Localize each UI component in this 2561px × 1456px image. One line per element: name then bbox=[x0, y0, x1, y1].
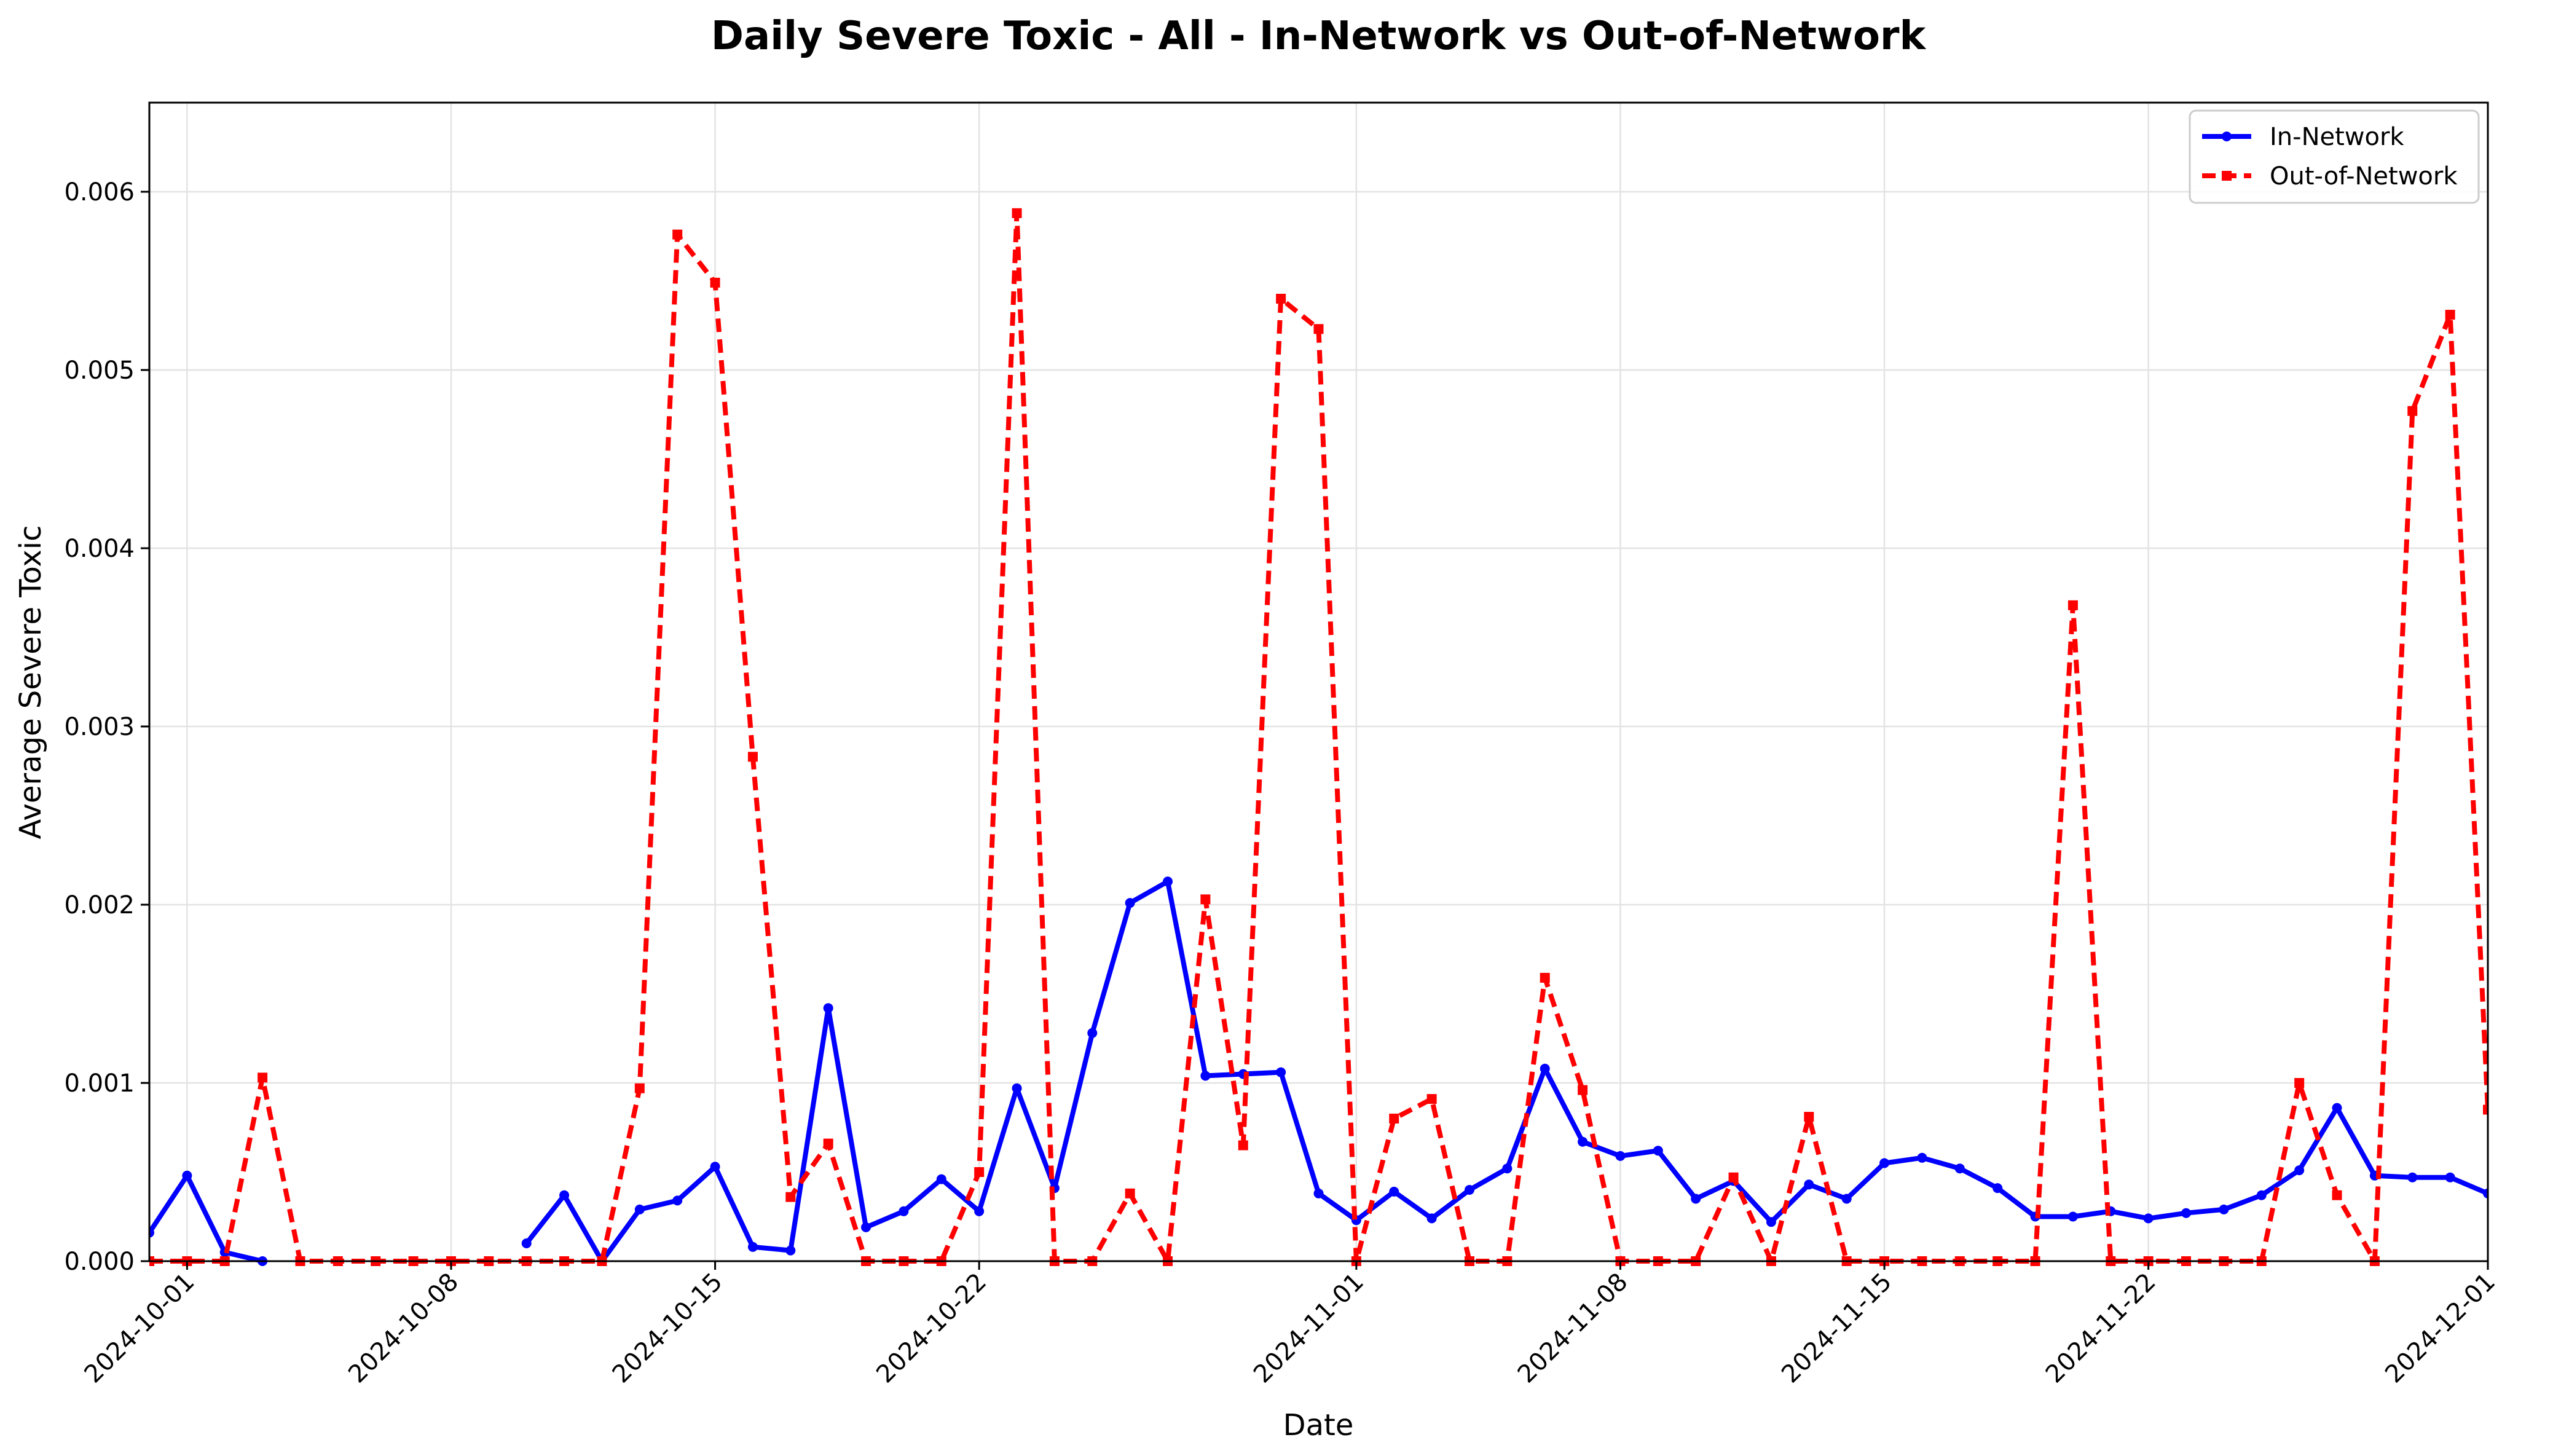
data-point bbox=[1578, 1085, 1588, 1095]
data-point bbox=[974, 1167, 985, 1177]
data-point bbox=[1578, 1136, 1588, 1147]
y-tick-label: 0.000 bbox=[64, 1248, 135, 1276]
data-point bbox=[1200, 1071, 1211, 1081]
data-point bbox=[1087, 1028, 1098, 1038]
y-tick-label: 0.005 bbox=[64, 356, 135, 385]
legend-label-out-of-network: Out-of-Network bbox=[2270, 162, 2458, 191]
data-point bbox=[1163, 876, 1173, 887]
data-point bbox=[1276, 294, 1286, 304]
data-point bbox=[1389, 1114, 1399, 1123]
data-point bbox=[1615, 1151, 1626, 1161]
y-tick-label: 0.003 bbox=[64, 713, 135, 741]
data-point bbox=[2445, 1172, 2455, 1183]
data-point bbox=[2332, 1103, 2342, 1113]
data-point bbox=[2294, 1078, 2305, 1088]
data-point bbox=[785, 1192, 796, 1202]
data-point bbox=[634, 1083, 645, 1093]
data-point bbox=[1426, 1094, 1437, 1104]
y-tick-label: 0.004 bbox=[64, 535, 135, 563]
y-tick-label: 0.001 bbox=[64, 1069, 135, 1098]
data-point bbox=[1804, 1112, 1814, 1122]
data-point bbox=[2483, 1188, 2488, 1198]
data-point bbox=[1502, 1163, 1513, 1174]
data-point bbox=[1389, 1186, 1399, 1197]
data-point bbox=[1540, 1063, 1550, 1074]
data-point bbox=[1804, 1179, 1814, 1190]
data-point bbox=[559, 1190, 570, 1200]
data-point bbox=[2483, 1104, 2488, 1115]
data-point bbox=[1426, 1213, 1437, 1224]
data-point bbox=[1841, 1194, 1852, 1204]
data-point bbox=[710, 277, 720, 288]
data-point bbox=[2067, 1211, 2078, 1222]
plot-series bbox=[149, 208, 2488, 1266]
data-point bbox=[258, 1072, 268, 1083]
legend-label-in-network: In-Network bbox=[2270, 123, 2404, 151]
data-point bbox=[1917, 1152, 1927, 1163]
data-point bbox=[1200, 894, 1211, 905]
data-point bbox=[1691, 1194, 1701, 1204]
data-point bbox=[1540, 972, 1550, 983]
data-point bbox=[672, 229, 683, 240]
data-point bbox=[1653, 1146, 1663, 1156]
data-point bbox=[823, 1138, 833, 1149]
data-point bbox=[747, 752, 758, 762]
data-point bbox=[2219, 1204, 2229, 1214]
data-point bbox=[149, 1227, 154, 1238]
data-point bbox=[1012, 1083, 1022, 1093]
series-line bbox=[149, 1173, 264, 1264]
data-point bbox=[861, 1222, 871, 1232]
data-point bbox=[1238, 1140, 1248, 1151]
plot-area-frame bbox=[148, 101, 2489, 1262]
legend-box bbox=[2189, 109, 2480, 204]
data-point bbox=[2067, 600, 2078, 610]
series-in-network bbox=[149, 876, 2488, 1266]
data-point bbox=[2256, 1190, 2267, 1200]
y-tick-label: 0.002 bbox=[64, 891, 135, 919]
data-point bbox=[1125, 898, 1135, 908]
x-axis-label: Date bbox=[1283, 1408, 1354, 1442]
data-point bbox=[1464, 1185, 1474, 1195]
legend-marker-out-of-network bbox=[2222, 171, 2232, 181]
y-tick-label: 0.006 bbox=[64, 178, 135, 207]
data-point bbox=[1276, 1067, 1286, 1077]
data-point bbox=[1125, 1188, 1135, 1198]
series-line bbox=[149, 210, 2488, 1264]
data-point bbox=[936, 1174, 946, 1184]
data-point bbox=[1313, 1188, 1324, 1198]
data-point bbox=[2143, 1213, 2154, 1224]
data-point bbox=[2407, 406, 2418, 416]
data-point bbox=[182, 1170, 192, 1181]
data-point bbox=[521, 1238, 532, 1248]
data-point bbox=[2294, 1165, 2305, 1176]
chart-title: Daily Severe Toxic - All - In-Network vs… bbox=[711, 14, 1927, 59]
data-point bbox=[2181, 1208, 2192, 1218]
data-point bbox=[2407, 1172, 2418, 1183]
data-point bbox=[710, 1162, 720, 1172]
data-point bbox=[1313, 324, 1324, 334]
data-point bbox=[1993, 1183, 2003, 1194]
data-point bbox=[974, 1206, 985, 1216]
data-point bbox=[1879, 1158, 1890, 1168]
legend-marker-in-network bbox=[2222, 132, 2232, 141]
data-point bbox=[823, 1003, 833, 1013]
data-point bbox=[634, 1204, 645, 1214]
data-point bbox=[1012, 208, 1022, 218]
data-point bbox=[1766, 1217, 1776, 1227]
data-point bbox=[2332, 1190, 2342, 1200]
data-point bbox=[747, 1242, 758, 1252]
data-point bbox=[2445, 310, 2455, 320]
data-point bbox=[1728, 1172, 1739, 1183]
data-point bbox=[785, 1245, 796, 1256]
legend: In-Network Out-of-Network bbox=[2189, 109, 2480, 204]
y-axis-label: Average Severe Toxic bbox=[14, 525, 48, 840]
data-point bbox=[672, 1195, 683, 1206]
series-out-of-network bbox=[149, 208, 2488, 1266]
data-point bbox=[899, 1206, 909, 1216]
data-point bbox=[1954, 1163, 1965, 1174]
